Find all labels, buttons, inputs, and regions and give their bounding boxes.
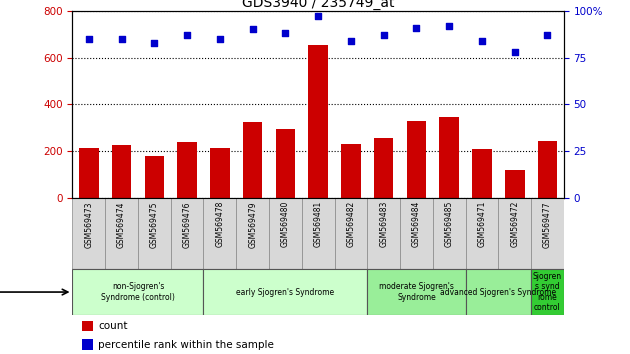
Bar — [203, 198, 236, 269]
Bar — [531, 269, 564, 315]
Point — [411, 25, 421, 30]
Point — [182, 32, 192, 38]
Bar — [177, 142, 197, 198]
Point — [542, 32, 553, 38]
Text: GSM569482: GSM569482 — [346, 201, 355, 247]
Text: advanced Sjogren's Syndrome: advanced Sjogren's Syndrome — [440, 287, 556, 297]
Point — [84, 36, 94, 42]
Text: GSM569484: GSM569484 — [412, 201, 421, 247]
Point — [149, 40, 159, 45]
Point — [379, 32, 389, 38]
Bar — [433, 198, 466, 269]
Bar — [171, 198, 203, 269]
Text: Sjogren
s synd
rome
control: Sjogren s synd rome control — [533, 272, 562, 312]
Text: GSM569474: GSM569474 — [117, 201, 126, 247]
Text: GSM569477: GSM569477 — [543, 201, 552, 247]
Bar — [537, 141, 558, 198]
Bar — [374, 138, 394, 198]
Text: GSM569476: GSM569476 — [183, 201, 192, 247]
Bar — [275, 129, 295, 198]
Point — [346, 38, 356, 44]
Bar — [203, 269, 367, 315]
Bar — [341, 144, 361, 198]
Text: percentile rank within the sample: percentile rank within the sample — [98, 339, 274, 350]
Bar — [439, 117, 459, 198]
Bar — [138, 198, 171, 269]
Point — [215, 36, 225, 42]
Point — [117, 36, 127, 42]
Bar — [367, 269, 466, 315]
Bar — [406, 121, 427, 198]
Text: moderate Sjogren's
Syndrome: moderate Sjogren's Syndrome — [379, 282, 454, 302]
Bar — [302, 198, 335, 269]
Bar — [83, 320, 93, 331]
Point — [510, 49, 520, 55]
Text: early Sjogren's Syndrome: early Sjogren's Syndrome — [236, 287, 335, 297]
Bar — [472, 149, 492, 198]
Point — [444, 23, 454, 28]
Bar — [498, 198, 531, 269]
Bar — [243, 122, 263, 198]
Bar — [335, 198, 367, 269]
Bar — [531, 198, 564, 269]
Bar — [308, 45, 328, 198]
Text: GSM569485: GSM569485 — [445, 201, 454, 247]
Bar — [72, 269, 203, 315]
Bar — [83, 339, 93, 350]
Text: GSM569478: GSM569478 — [215, 201, 224, 247]
Bar — [466, 198, 498, 269]
Text: GSM569473: GSM569473 — [84, 201, 93, 247]
Bar — [505, 170, 525, 198]
Bar — [367, 198, 400, 269]
Title: GDS3940 / 235749_at: GDS3940 / 235749_at — [242, 0, 394, 10]
Point — [248, 27, 258, 32]
Point — [477, 38, 487, 44]
Text: GSM569480: GSM569480 — [281, 201, 290, 247]
Bar — [79, 148, 99, 198]
Text: GSM569479: GSM569479 — [248, 201, 257, 247]
Point — [313, 13, 323, 19]
Bar — [210, 148, 230, 198]
Bar — [112, 145, 132, 198]
Text: GSM569472: GSM569472 — [510, 201, 519, 247]
Point — [280, 30, 290, 36]
Text: GSM569475: GSM569475 — [150, 201, 159, 247]
Text: GSM569481: GSM569481 — [314, 201, 323, 247]
Bar — [105, 198, 138, 269]
Bar — [269, 198, 302, 269]
Bar — [144, 156, 164, 198]
Bar — [236, 198, 269, 269]
Text: GSM569471: GSM569471 — [478, 201, 486, 247]
Bar — [400, 198, 433, 269]
Text: GSM569483: GSM569483 — [379, 201, 388, 247]
Text: non-Sjogren's
Syndrome (control): non-Sjogren's Syndrome (control) — [101, 282, 175, 302]
Bar — [72, 198, 105, 269]
Bar — [466, 269, 531, 315]
Text: count: count — [98, 321, 127, 331]
